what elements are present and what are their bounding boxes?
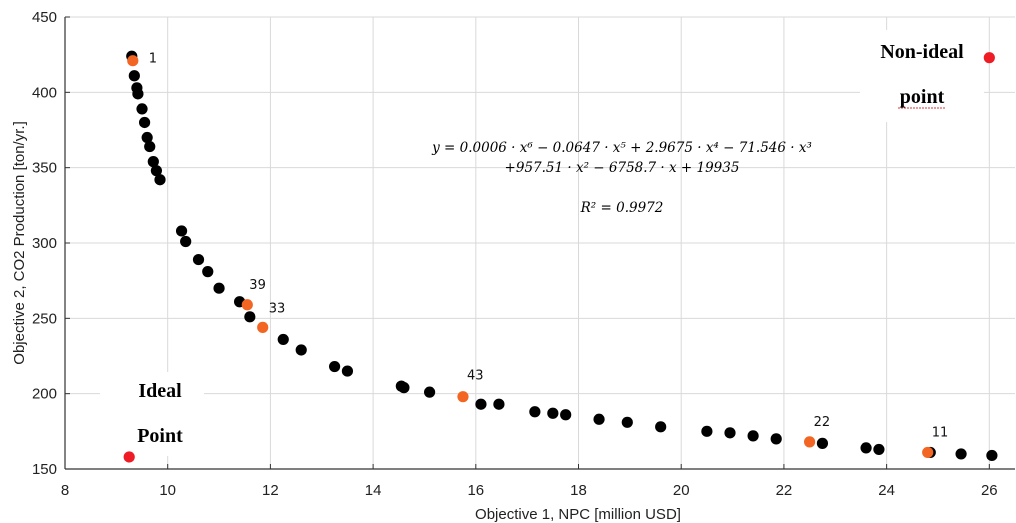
y-tick-label: 150 xyxy=(32,461,57,478)
nonideal-point xyxy=(983,52,995,64)
pareto-point xyxy=(955,448,967,460)
pareto-point xyxy=(277,333,289,346)
special-points xyxy=(123,52,995,463)
pareto-point xyxy=(341,365,354,377)
pareto-point xyxy=(154,174,166,186)
pareto-point xyxy=(655,421,667,433)
pareto-point xyxy=(192,253,205,266)
pareto-point xyxy=(816,437,829,449)
pareto-point xyxy=(547,407,559,419)
y-tick-label: 450 xyxy=(32,9,57,26)
pareto-point xyxy=(175,225,188,237)
pareto-point xyxy=(724,427,736,439)
pareto-point xyxy=(328,360,341,373)
y-tick-label: 350 xyxy=(32,160,57,177)
pareto-point xyxy=(136,103,148,115)
y-tick-labels: 150 200 250 300 350 400 450 xyxy=(32,9,70,478)
selected-point-label: 22 xyxy=(814,415,831,430)
pareto-point xyxy=(493,398,505,410)
nonideal-label-line2: point xyxy=(900,86,945,108)
pareto-point xyxy=(423,386,436,398)
pareto-point xyxy=(150,165,163,177)
pareto-point xyxy=(475,398,487,410)
ideal-label-line1: Ideal xyxy=(138,380,182,402)
x-axis-title: Objective 1, NPC [million USD] xyxy=(475,506,681,523)
pareto-point xyxy=(986,449,998,462)
y-tick-label: 250 xyxy=(32,310,57,327)
selected-point xyxy=(127,55,139,67)
pareto-point xyxy=(560,409,572,421)
pareto-point xyxy=(144,140,156,153)
pareto-point xyxy=(295,344,307,356)
selected-point xyxy=(257,321,269,333)
pareto-point xyxy=(202,266,214,278)
pareto-point xyxy=(132,88,144,100)
x-tick-labels: 8 10 12 14 16 18 20 22 24 26 xyxy=(61,464,998,499)
selected-point xyxy=(803,436,816,448)
equation-line1: y = 0.0006 · x⁶ − 0.0647 · x⁵ + 2.9675 ·… xyxy=(431,140,812,156)
x-tick-label: 22 xyxy=(776,482,793,499)
pareto-point xyxy=(213,282,225,294)
pareto-point xyxy=(860,442,872,454)
y-tick-label: 400 xyxy=(32,84,57,101)
x-tick-label: 10 xyxy=(159,482,176,499)
x-tick-label: 20 xyxy=(673,482,690,499)
ideal-label-box xyxy=(100,372,204,456)
selected-point-label: 33 xyxy=(269,301,286,316)
pareto-point xyxy=(128,70,140,82)
x-tick-label: 16 xyxy=(467,482,484,499)
pareto-point xyxy=(701,425,713,437)
selected-point xyxy=(457,391,469,403)
selected-point-label: 43 xyxy=(467,369,484,384)
equation-line2: +957.51 · x² − 6758.7 · x + 19935 xyxy=(505,160,740,176)
ideal-point xyxy=(123,451,135,463)
x-tick-label: 14 xyxy=(365,482,382,499)
x-tick-label: 24 xyxy=(878,482,895,499)
nonideal-label-box xyxy=(860,30,984,122)
pareto-point xyxy=(873,443,885,456)
y-axis-title: Objective 2, CO2 Production [ton/yr.] xyxy=(11,121,28,364)
pareto-point xyxy=(621,416,633,428)
selected-point xyxy=(241,299,253,311)
pareto-point xyxy=(147,156,159,168)
pareto-point xyxy=(180,235,192,248)
selected-point xyxy=(922,446,934,459)
pareto-point xyxy=(770,433,782,445)
pareto-point xyxy=(398,382,410,394)
r-squared: R² = 0.9972 xyxy=(580,200,664,216)
pareto-point xyxy=(593,413,605,425)
ideal-label-line2: Point xyxy=(137,425,183,447)
pareto-point xyxy=(529,406,541,418)
nonideal-label-line1: Non-ideal xyxy=(880,41,964,63)
grid-lines xyxy=(65,16,1015,469)
pareto-point xyxy=(141,131,153,144)
y-tick-label: 300 xyxy=(32,235,57,252)
x-tick-label: 18 xyxy=(570,482,587,499)
pareto-point xyxy=(138,116,151,129)
x-tick-label: 26 xyxy=(981,482,998,499)
pareto-point xyxy=(747,430,759,442)
x-tick-label: 12 xyxy=(262,482,279,499)
selected-point-label: 11 xyxy=(932,425,949,440)
x-tick-label: 8 xyxy=(61,482,69,499)
selected-point-label: 39 xyxy=(249,278,266,293)
pareto-point xyxy=(244,311,256,323)
selected-point-label: 1 xyxy=(149,52,157,67)
y-tick-label: 200 xyxy=(32,386,57,403)
